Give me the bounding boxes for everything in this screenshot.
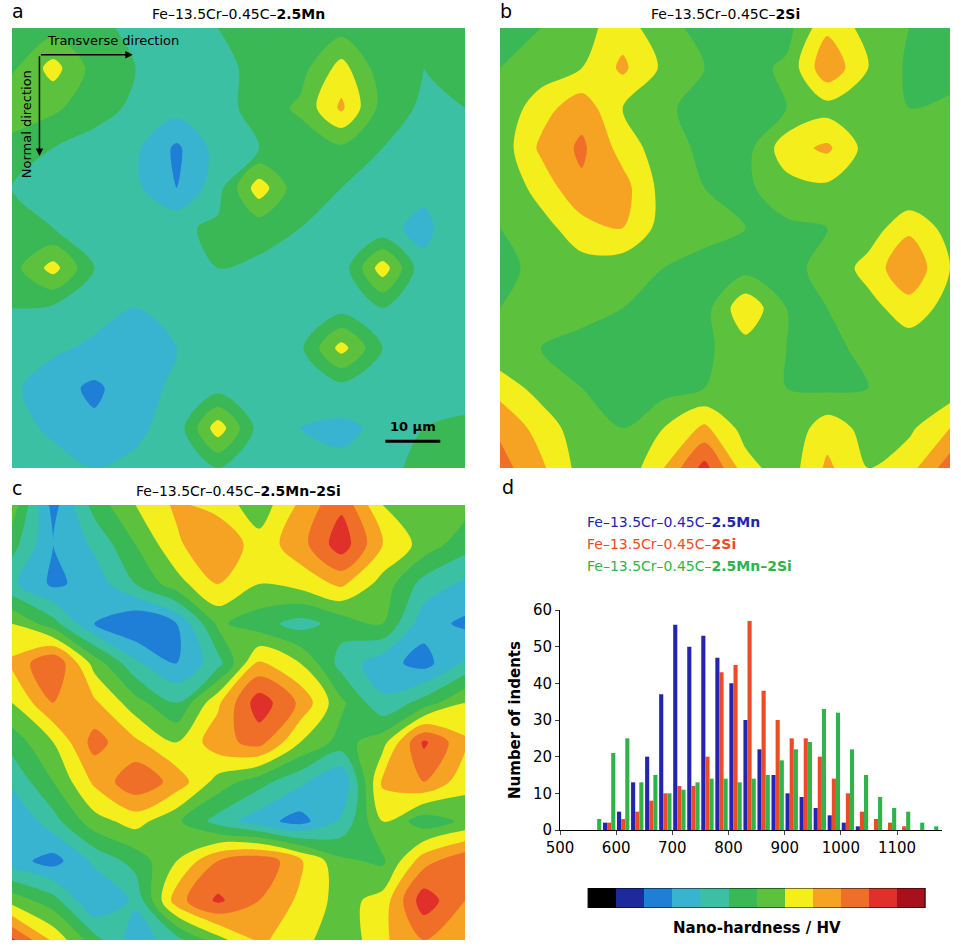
svg-text:500: 500 xyxy=(546,839,575,857)
svg-text:d: d xyxy=(502,476,514,498)
svg-text:Fe–13.5Cr–0.45C–2.5Mn–2Si: Fe–13.5Cr–0.45C–2.5Mn–2Si xyxy=(587,558,792,574)
svg-text:10: 10 xyxy=(533,785,552,803)
svg-text:Nano-hardness / HV: Nano-hardness / HV xyxy=(673,919,841,937)
svg-text:30: 30 xyxy=(533,711,552,729)
svg-text:40: 40 xyxy=(533,675,552,693)
svg-text:a: a xyxy=(12,0,24,22)
svg-text:Fe–13.5Cr–0.45C–2.5Mn: Fe–13.5Cr–0.45C–2.5Mn xyxy=(152,6,325,22)
svg-text:0: 0 xyxy=(542,821,552,839)
svg-text:1000: 1000 xyxy=(822,839,860,857)
svg-text:Number of indents: Number of indents xyxy=(506,641,524,799)
svg-text:Fe–13.5Cr–0.45C–2.5Mn–2Si: Fe–13.5Cr–0.45C–2.5Mn–2Si xyxy=(136,483,341,499)
svg-text:b: b xyxy=(500,0,512,22)
svg-text:800: 800 xyxy=(714,839,743,857)
svg-text:Transverse direction: Transverse direction xyxy=(47,33,179,48)
svg-text:60: 60 xyxy=(533,601,552,619)
svg-text:50: 50 xyxy=(533,638,552,656)
svg-text:10 µm: 10 µm xyxy=(390,419,436,434)
svg-text:Normal direction: Normal direction xyxy=(19,70,34,178)
svg-text:20: 20 xyxy=(533,748,552,766)
svg-text:700: 700 xyxy=(658,839,687,857)
svg-text:600: 600 xyxy=(602,839,631,857)
svg-text:Fe–13.5Cr–0.45C–2Si: Fe–13.5Cr–0.45C–2Si xyxy=(587,536,736,552)
svg-text:900: 900 xyxy=(770,839,799,857)
svg-text:c: c xyxy=(12,477,22,499)
svg-text:Fe–13.5Cr–0.45C–2.5Mn: Fe–13.5Cr–0.45C–2.5Mn xyxy=(587,514,760,530)
svg-text:1100: 1100 xyxy=(878,839,916,857)
svg-text:Fe–13.5Cr–0.45C–2Si: Fe–13.5Cr–0.45C–2Si xyxy=(651,6,800,22)
